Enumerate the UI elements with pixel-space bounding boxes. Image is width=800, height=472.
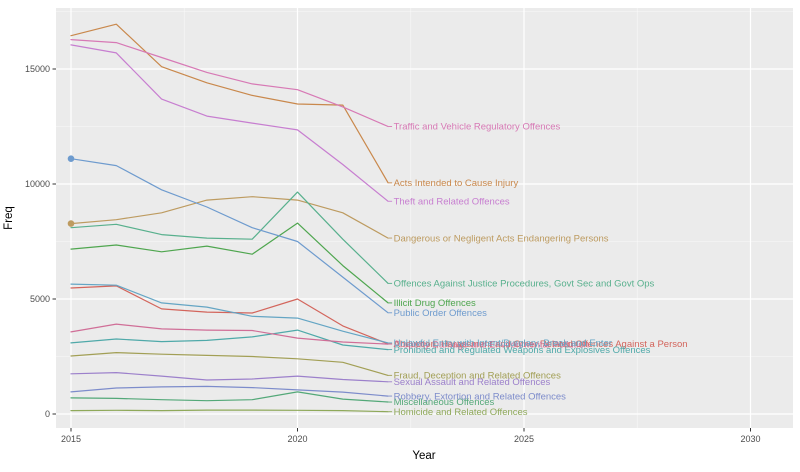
series-label: Offences Against Justice Procedures, Gov…	[394, 279, 655, 290]
series-label: Prohibited and Regulated Weapons and Exp…	[394, 345, 651, 356]
x-tick-label: 2030	[740, 434, 760, 444]
series-line	[70, 38, 389, 128]
series-label: Unlawful Entry with Intent/Burglary, Bre…	[394, 338, 612, 349]
series-line	[70, 323, 389, 345]
series-line	[70, 196, 389, 239]
x-tick-label: 2020	[287, 434, 307, 444]
data-point-marker	[67, 155, 75, 162]
series-line	[70, 391, 389, 403]
series-line	[70, 372, 389, 383]
series-label: Miscellaneous Offences	[394, 397, 495, 408]
series-label: Traffic and Vehicle Regulatory Offences	[394, 122, 561, 133]
series-line	[70, 285, 389, 345]
series-line	[70, 23, 389, 184]
series-label: Dangerous or Negligent Acts Endangering …	[394, 233, 609, 244]
data-point-marker	[67, 220, 75, 227]
series-label: Acts Intended to Cause Injury	[394, 178, 519, 189]
x-tick-label: 2015	[61, 434, 81, 444]
y-tick-label: 0	[45, 409, 50, 419]
series-line	[70, 158, 389, 314]
plot-panel	[56, 8, 793, 428]
series-line	[70, 385, 389, 397]
series-label: Public Order Offences	[394, 308, 488, 319]
series-line	[70, 191, 389, 284]
series-label: Abduction, Harassment and Other Related …	[394, 339, 688, 350]
series-label: Sexual Assault and Related Offences	[394, 377, 551, 388]
x-tick-label: 2025	[514, 434, 534, 444]
y-axis-title: Freq	[3, 206, 15, 230]
series-label: Homicide and Related Offences	[394, 407, 528, 418]
series-label: Theft and Related Offences	[394, 196, 510, 207]
y-tick-label: 15000	[25, 64, 50, 74]
series-line	[70, 409, 389, 413]
series-line	[70, 352, 389, 376]
y-tick-label: 5000	[30, 294, 50, 304]
series-label: Property Damage and Environmental Pollut…	[394, 339, 589, 350]
series-line	[70, 283, 389, 344]
y-tick-label: 10000	[25, 179, 50, 189]
x-axis-title: Year	[412, 450, 435, 462]
series-line	[70, 329, 389, 351]
series-line	[70, 44, 389, 202]
series-label: Robbery, Extortion and Related Offences	[394, 391, 567, 402]
series-line	[70, 222, 389, 304]
series-label: Fraud, Deception and Related Offences	[394, 371, 561, 382]
series-label: Illicit Drug Offences	[394, 298, 476, 309]
